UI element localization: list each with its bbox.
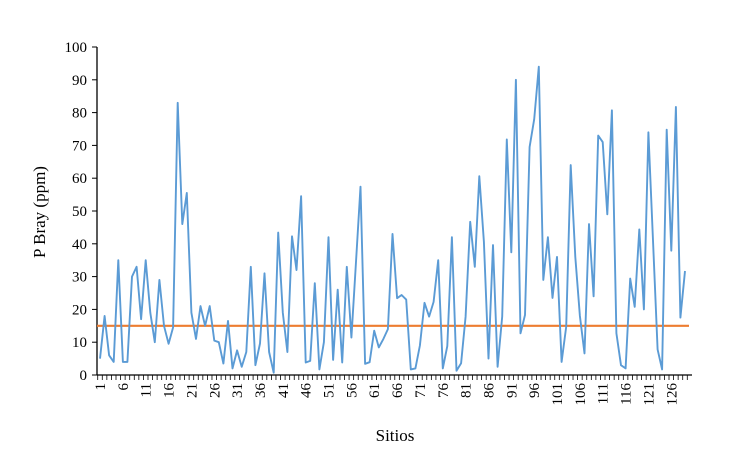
x-axis: 1 6 11 16 21 26 31 36 41 46 51 56 61 66 71 76 81 86 91 96 10… bbox=[93, 374, 692, 406]
x-tick-label: 126 bbox=[664, 383, 680, 406]
p-bray-series-line bbox=[99, 65, 686, 374]
x-tick-label: 41 bbox=[276, 383, 292, 398]
x-tick-label: 86 bbox=[481, 383, 497, 399]
y-tick-label: 50 bbox=[72, 204, 87, 220]
x-tick-label: 16 bbox=[162, 383, 178, 399]
x-tick-label: 91 bbox=[504, 383, 520, 398]
y-tick-label: 20 bbox=[72, 302, 87, 318]
series-layer bbox=[97, 65, 689, 374]
x-tick-label: 71 bbox=[413, 383, 429, 398]
x-tick-label: 96 bbox=[527, 383, 543, 399]
x-tick-label: 1 bbox=[93, 383, 109, 391]
x-tick-label: 31 bbox=[230, 383, 246, 398]
x-tick-label: 56 bbox=[344, 383, 360, 399]
y-tick-label: 30 bbox=[72, 270, 87, 286]
y-tick-label: 90 bbox=[72, 73, 87, 89]
x-tick-label: 121 bbox=[641, 383, 657, 406]
y-tick-label: 40 bbox=[72, 237, 87, 253]
y-tick-label: 60 bbox=[72, 171, 87, 187]
x-tick-label: 116 bbox=[619, 383, 635, 405]
y-tick-label: 100 bbox=[65, 40, 88, 56]
x-tick-label: 36 bbox=[253, 383, 269, 399]
x-tick-label: 106 bbox=[573, 383, 589, 406]
x-tick-label: 61 bbox=[367, 383, 383, 398]
y-tick-label: 70 bbox=[72, 138, 87, 154]
x-tick-label: 51 bbox=[322, 383, 338, 398]
x-tick-label: 11 bbox=[139, 383, 155, 397]
x-tick-label: 6 bbox=[116, 383, 132, 391]
x-tick-label: 26 bbox=[207, 383, 223, 399]
y-tick-label: 80 bbox=[72, 106, 87, 122]
y-axis: 0 10 20 30 40 50 60 70 80 90 100 bbox=[65, 40, 98, 384]
x-axis-label: Sitios bbox=[376, 426, 415, 445]
x-tick-label: 76 bbox=[436, 383, 452, 399]
y-tick-label: 0 bbox=[80, 368, 88, 384]
y-tick-label: 10 bbox=[72, 335, 87, 351]
x-tick-label: 66 bbox=[390, 383, 406, 399]
y-axis-label: P Bray (ppm) bbox=[30, 166, 49, 258]
x-tick-label: 46 bbox=[299, 383, 315, 399]
x-tick-label: 21 bbox=[184, 383, 200, 398]
x-tick-label: 111 bbox=[596, 383, 612, 404]
x-tick-label: 101 bbox=[550, 383, 566, 406]
x-tick-label: 81 bbox=[459, 383, 475, 398]
